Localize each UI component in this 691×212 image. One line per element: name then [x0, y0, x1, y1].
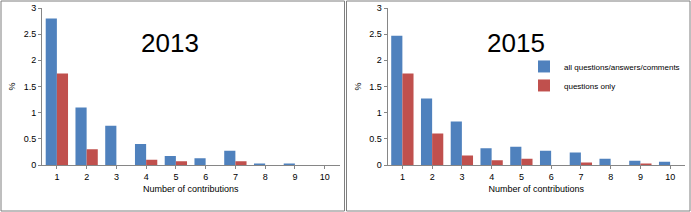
svg-text:3: 3: [31, 3, 36, 13]
svg-text:7: 7: [233, 172, 238, 182]
svg-text:1: 1: [31, 108, 36, 118]
svg-text:0: 0: [377, 160, 382, 170]
svg-text:10: 10: [665, 172, 675, 182]
svg-text:6: 6: [203, 172, 208, 182]
svg-text:%: %: [353, 82, 363, 90]
svg-text:0.5: 0.5: [24, 134, 37, 144]
svg-text:questions only: questions only: [564, 82, 615, 91]
svg-text:Number of contributions: Number of contributions: [143, 184, 239, 194]
svg-text:%: %: [7, 82, 17, 90]
svg-text:all questions/answers/comments: all questions/answers/comments: [564, 63, 680, 72]
svg-text:3: 3: [377, 3, 382, 13]
svg-text:3: 3: [114, 172, 119, 182]
svg-text:10: 10: [320, 172, 330, 182]
svg-text:0.5: 0.5: [369, 134, 382, 144]
svg-text:2: 2: [84, 172, 89, 182]
svg-text:4: 4: [489, 172, 494, 182]
svg-text:6: 6: [549, 172, 554, 182]
svg-text:9: 9: [292, 172, 297, 182]
svg-text:3: 3: [459, 172, 464, 182]
svg-text:2015: 2015: [487, 28, 545, 58]
svg-text:5: 5: [519, 172, 524, 182]
svg-text:2: 2: [31, 55, 36, 65]
svg-text:1: 1: [400, 172, 405, 182]
svg-text:2.5: 2.5: [24, 29, 37, 39]
svg-text:4: 4: [144, 172, 149, 182]
svg-text:2: 2: [377, 55, 382, 65]
svg-text:1: 1: [54, 172, 59, 182]
svg-text:8: 8: [608, 172, 613, 182]
svg-text:5: 5: [173, 172, 178, 182]
svg-text:Number of contributions: Number of contributions: [488, 184, 584, 194]
svg-text:1.5: 1.5: [369, 82, 382, 92]
svg-text:1: 1: [377, 108, 382, 118]
svg-text:1.5: 1.5: [24, 82, 37, 92]
svg-text:8: 8: [263, 172, 268, 182]
svg-text:2: 2: [430, 172, 435, 182]
svg-text:2013: 2013: [141, 28, 199, 58]
svg-text:0: 0: [31, 160, 36, 170]
svg-text:2.5: 2.5: [369, 29, 382, 39]
svg-text:7: 7: [578, 172, 583, 182]
svg-text:9: 9: [638, 172, 643, 182]
